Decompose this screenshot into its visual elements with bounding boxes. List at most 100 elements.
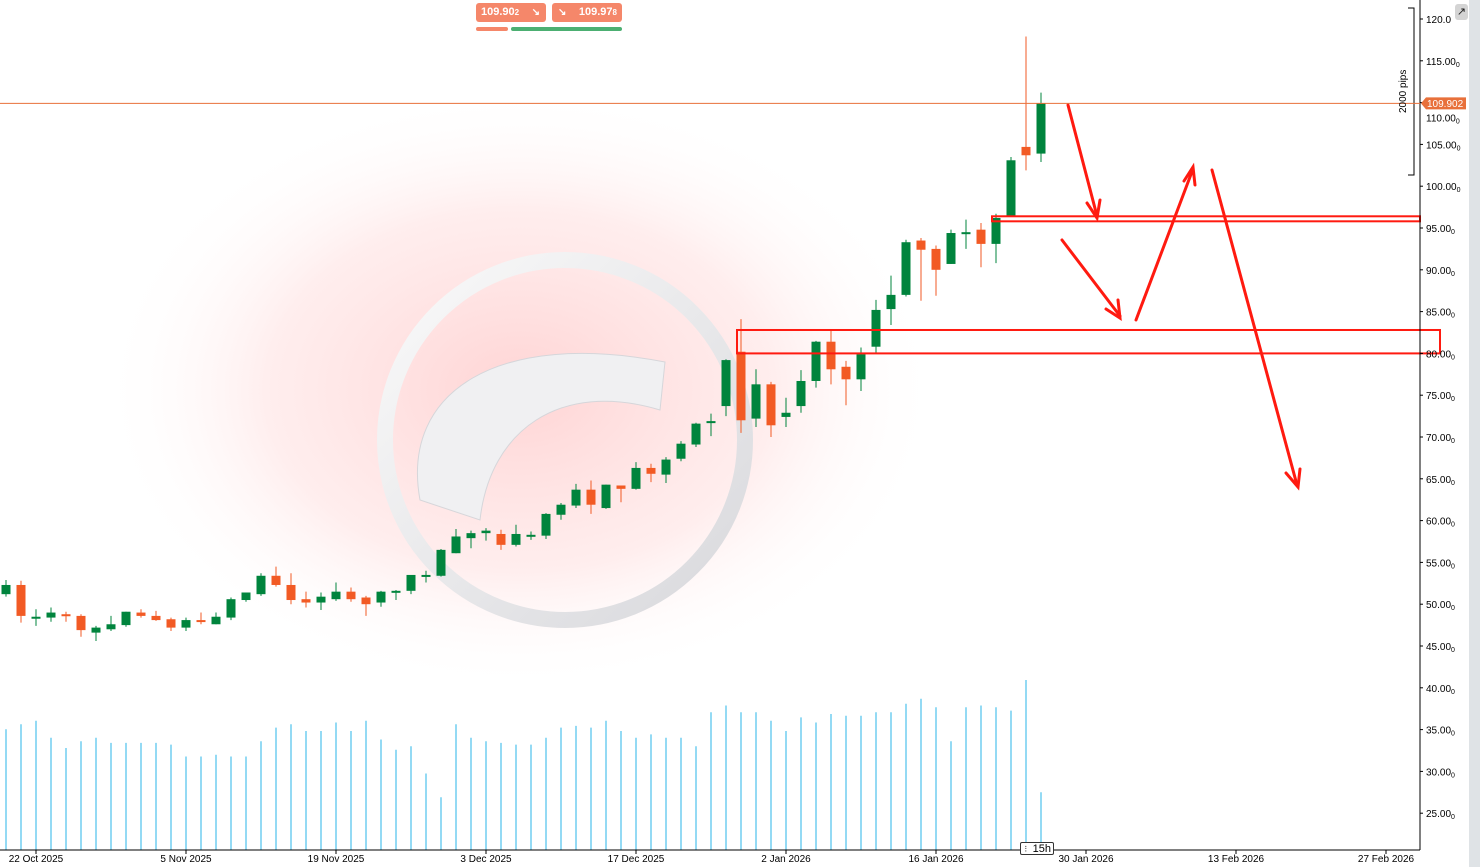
candle[interactable]	[706, 413, 716, 437]
candle[interactable]	[196, 612, 206, 625]
candle-body	[61, 614, 71, 617]
candle[interactable]	[691, 422, 701, 448]
candle[interactable]	[106, 615, 116, 631]
candle[interactable]	[421, 570, 431, 583]
candle[interactable]	[1, 579, 11, 597]
y-tick-label: 90.000	[1426, 266, 1455, 278]
arrow-down-right-icon: ↘	[531, 7, 540, 18]
candle[interactable]	[976, 222, 986, 268]
candle[interactable]	[511, 524, 521, 547]
candle-body	[661, 459, 671, 475]
candle[interactable]	[781, 397, 791, 427]
candle[interactable]	[721, 359, 731, 417]
candle[interactable]	[526, 531, 536, 540]
candle[interactable]	[256, 573, 266, 596]
buy-button[interactable]: ↘ 109.978	[552, 3, 622, 22]
y-tick-label: 110.000	[1426, 113, 1460, 125]
candle[interactable]	[886, 275, 896, 325]
candle[interactable]	[646, 463, 656, 483]
candle[interactable]	[931, 245, 941, 296]
candle-body	[376, 591, 386, 603]
candle[interactable]	[826, 329, 836, 385]
candle[interactable]	[166, 617, 176, 631]
sell-price-pipette: 2	[514, 8, 520, 17]
candle[interactable]	[61, 611, 71, 622]
candle[interactable]	[301, 591, 311, 608]
arrow-down-3	[1210, 168, 1302, 491]
y-tick-label: 40.000	[1426, 684, 1455, 696]
candle[interactable]	[916, 238, 926, 301]
candle[interactable]	[76, 614, 86, 637]
candle[interactable]	[391, 589, 401, 601]
volume-bars	[5, 680, 1042, 850]
candle[interactable]	[736, 319, 746, 433]
candle[interactable]	[181, 617, 191, 631]
sell-sentiment-bar	[476, 27, 508, 31]
right-scrollbar[interactable]	[1469, 0, 1480, 867]
candle[interactable]	[361, 595, 371, 616]
candle-body	[886, 294, 896, 310]
candle[interactable]	[496, 529, 506, 550]
candle[interactable]	[811, 340, 821, 388]
candle[interactable]	[856, 347, 866, 392]
candle-body	[676, 443, 686, 459]
support-zone[interactable]	[991, 215, 1421, 223]
candle[interactable]	[616, 485, 626, 503]
candle[interactable]	[136, 609, 146, 618]
candle[interactable]	[436, 549, 446, 577]
candle-body	[361, 597, 371, 605]
candle[interactable]	[121, 611, 131, 627]
y-tick-label: 60.000	[1426, 517, 1455, 529]
candle[interactable]	[751, 369, 761, 427]
external-edit-icon[interactable]: ↗	[1455, 4, 1468, 20]
candle[interactable]	[601, 484, 611, 509]
y-tick-label: 50.000	[1426, 600, 1455, 612]
candle[interactable]	[151, 610, 161, 621]
candle[interactable]	[211, 612, 221, 625]
y-tick-label: 70.000	[1426, 433, 1455, 445]
candle[interactable]	[1006, 156, 1016, 217]
candle[interactable]	[346, 587, 356, 602]
candle[interactable]	[946, 229, 956, 264]
candle[interactable]	[286, 573, 296, 605]
candle[interactable]	[406, 574, 416, 595]
candle[interactable]	[961, 219, 971, 249]
candle[interactable]	[466, 530, 476, 549]
candle[interactable]	[796, 370, 806, 413]
candle[interactable]	[271, 566, 281, 587]
candle[interactable]	[316, 592, 326, 611]
x-tick-label: 3 Dec 2025	[460, 854, 512, 865]
candle[interactable]	[631, 462, 641, 490]
candle[interactable]	[376, 590, 386, 607]
support-zone[interactable]	[736, 328, 1441, 355]
x-tick-label: 27 Feb 2026	[1358, 854, 1415, 865]
timeframe-badge[interactable]: ⠇ 15h	[1020, 842, 1054, 855]
candle[interactable]	[586, 480, 596, 514]
candle[interactable]	[871, 299, 881, 353]
y-tick-label: 100.000	[1426, 182, 1461, 194]
candle[interactable]	[16, 580, 26, 623]
candle[interactable]	[661, 457, 671, 483]
candle[interactable]	[1036, 92, 1046, 162]
candle[interactable]	[676, 441, 686, 462]
candle[interactable]	[91, 625, 101, 641]
candle[interactable]	[541, 513, 551, 539]
candle[interactable]	[556, 503, 566, 520]
candle[interactable]	[46, 607, 56, 622]
x-tick-label: 13 Feb 2026	[1208, 854, 1265, 865]
candle[interactable]	[481, 528, 491, 541]
candle[interactable]	[571, 483, 581, 509]
candle[interactable]	[241, 592, 251, 602]
sell-button[interactable]: 109.902 ↘	[476, 3, 546, 22]
candle[interactable]	[31, 609, 41, 626]
candle[interactable]	[226, 597, 236, 621]
candle[interactable]	[451, 528, 461, 554]
candle[interactable]	[766, 381, 776, 437]
candle[interactable]	[841, 360, 851, 406]
candle-body	[976, 229, 986, 244]
candle[interactable]	[901, 239, 911, 297]
candle[interactable]	[331, 582, 341, 601]
x-tick-label: 19 Nov 2025	[308, 854, 365, 865]
candle-body	[496, 533, 506, 545]
